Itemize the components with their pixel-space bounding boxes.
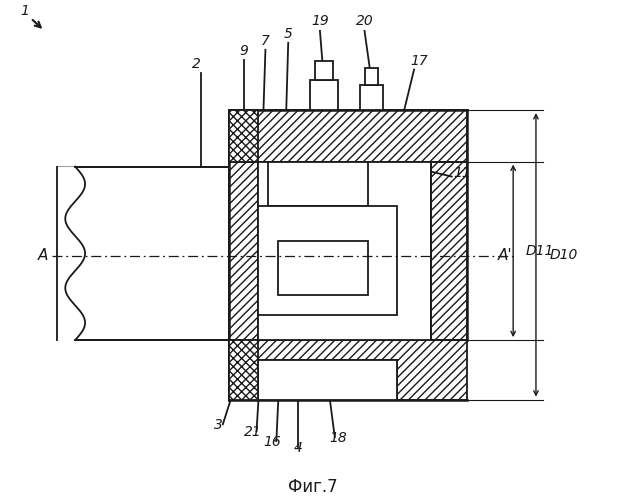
Text: 5: 5 (284, 27, 293, 41)
Bar (364, 68, 378, 86)
Text: A': A' (498, 248, 513, 264)
Text: 11: 11 (454, 166, 471, 179)
Text: A: A (38, 248, 48, 264)
Text: D11: D11 (526, 244, 555, 258)
Bar (228, 340, 466, 400)
Text: 20: 20 (356, 14, 373, 28)
Text: 19: 19 (311, 14, 329, 28)
Text: 3: 3 (215, 418, 223, 432)
Bar (259, 360, 398, 400)
Bar (269, 162, 367, 206)
Bar (310, 80, 338, 110)
Bar (279, 241, 367, 296)
Bar (431, 162, 466, 340)
Text: 9: 9 (239, 44, 248, 58)
Bar (228, 162, 259, 340)
Bar (315, 60, 333, 80)
Text: 21: 21 (244, 425, 262, 439)
Bar (58, 166, 228, 340)
Bar (359, 86, 383, 110)
Bar (228, 340, 259, 400)
Text: 7: 7 (261, 34, 270, 48)
Text: 18: 18 (329, 431, 347, 445)
Bar (259, 206, 398, 316)
Bar (228, 110, 259, 162)
Text: Фиг.7: Фиг.7 (288, 478, 338, 496)
Bar (259, 162, 431, 340)
Text: D10: D10 (550, 248, 578, 262)
Text: 16: 16 (264, 435, 281, 449)
Bar (228, 110, 466, 162)
Text: 17: 17 (410, 54, 428, 68)
Text: 1: 1 (21, 4, 29, 18)
Text: 4: 4 (294, 441, 302, 455)
Text: 2: 2 (192, 56, 200, 70)
